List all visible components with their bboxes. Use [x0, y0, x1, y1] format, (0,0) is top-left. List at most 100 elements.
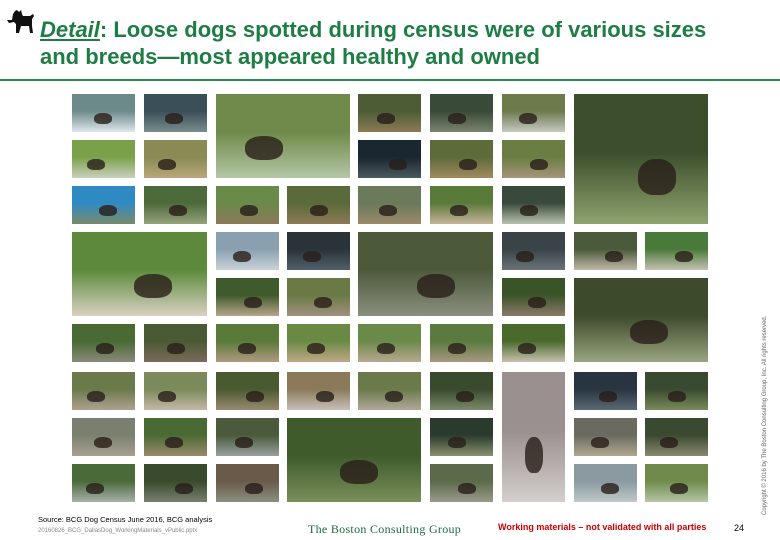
dog-figure: [675, 251, 693, 262]
page-number: 24: [734, 523, 745, 533]
dog-photo: [430, 372, 493, 410]
dog-figure: [165, 113, 183, 124]
dog-figure: [630, 320, 668, 344]
dog-photo: [287, 232, 350, 270]
dog-figure: [314, 297, 332, 308]
dog-figure: [238, 343, 256, 354]
dog-figure: [87, 391, 105, 402]
dog-figure: [316, 391, 334, 402]
dog-photo: [72, 186, 135, 224]
dog-photo: [72, 418, 135, 456]
source-note: Source: BCG Dog Census June 2016, BCG an…: [38, 515, 213, 524]
dog-figure: [601, 483, 619, 494]
dog-photo: [358, 372, 421, 410]
dog-photo: [502, 140, 565, 178]
dog-photo: [430, 464, 493, 502]
dog-photo: [287, 278, 350, 316]
dog-figure: [94, 113, 112, 124]
dog-figure: [303, 251, 321, 262]
page-title: Detail: Loose dogs spotted during census…: [40, 16, 740, 70]
dog-figure: [668, 391, 686, 402]
dog-photo: [144, 94, 207, 132]
dog-figure: [96, 343, 114, 354]
dog-photo: [430, 94, 493, 132]
dog-photo: [216, 464, 279, 502]
dog-figure: [167, 343, 185, 354]
dog-photo: [144, 140, 207, 178]
dog-figure: [245, 136, 283, 160]
dog-figure: [87, 159, 105, 170]
dog-photo: [430, 140, 493, 178]
title-divider: [0, 79, 780, 81]
dog-figure: [158, 159, 176, 170]
dog-photo: [216, 232, 279, 270]
dog-photo: [502, 186, 565, 224]
dog-figure: [134, 274, 172, 298]
dog-photo: [144, 418, 207, 456]
dog-photo: [358, 324, 421, 362]
copyright-notice: Copyright © 2016 by The Boston Consultin…: [762, 315, 768, 515]
dog-figure: [458, 483, 476, 494]
dog-photo: [574, 94, 708, 224]
dog-photo: [574, 464, 637, 502]
dog-figure: [450, 205, 468, 216]
dog-photo: [216, 418, 279, 456]
dog-figure: [670, 483, 688, 494]
dog-photo: [216, 324, 279, 362]
dog-photo: [502, 278, 565, 316]
dog-figure: [175, 483, 193, 494]
file-name: 20160826_BCG_DallasDog_WorkingMaterials_…: [38, 528, 198, 534]
dog-figure: [246, 391, 264, 402]
dog-photo: [216, 278, 279, 316]
dog-photo: [144, 464, 207, 502]
working-materials-warning: Working materials – not validated with a…: [498, 522, 707, 532]
dog-photo: [358, 232, 493, 316]
dog-figure: [599, 391, 617, 402]
dog-photo: [144, 324, 207, 362]
dog-figure: [240, 205, 258, 216]
dog-figure: [385, 391, 403, 402]
dog-photo: [144, 372, 207, 410]
dog-figure: [377, 343, 395, 354]
dog-figure: [448, 343, 466, 354]
dog-photo: [358, 186, 421, 224]
dog-photo: [216, 372, 279, 410]
dog-photo: [72, 94, 135, 132]
dog-figure: [520, 205, 538, 216]
dog-figure: [310, 205, 328, 216]
dog-photo: [502, 94, 565, 132]
dog-photo: [645, 418, 708, 456]
title-keyword: Detail: [40, 17, 100, 42]
dog-photo: [287, 418, 421, 502]
dog-figure: [516, 251, 534, 262]
dog-figure: [519, 113, 537, 124]
dog-photo: [502, 324, 565, 362]
dog-figure: [530, 159, 548, 170]
dog-figure: [307, 343, 325, 354]
dog-figure: [165, 437, 183, 448]
company-logo: The Boston Consulting Group: [308, 522, 462, 536]
dog-figure: [525, 437, 543, 473]
dog-figure: [158, 391, 176, 402]
dog-photo: [287, 324, 350, 362]
dog-figure: [233, 251, 251, 262]
dog-figure: [456, 391, 474, 402]
dog-figure: [448, 437, 466, 448]
dog-photo: [430, 186, 493, 224]
dog-photo: [216, 94, 350, 178]
dog-figure: [638, 159, 676, 195]
dog-figure: [86, 483, 104, 494]
dog-photo: [645, 464, 708, 502]
dog-photo: [502, 372, 565, 502]
dog-figure: [591, 437, 609, 448]
dog-figure: [417, 274, 455, 298]
dog-figure: [459, 159, 477, 170]
dog-figure: [94, 437, 112, 448]
dog-photo: [216, 186, 279, 224]
dog-photo: [358, 94, 421, 132]
dog-photo: [574, 418, 637, 456]
dog-photo: [72, 140, 135, 178]
title-text: : Loose dogs spotted during census were …: [40, 17, 707, 69]
dog-photo: [502, 232, 565, 270]
